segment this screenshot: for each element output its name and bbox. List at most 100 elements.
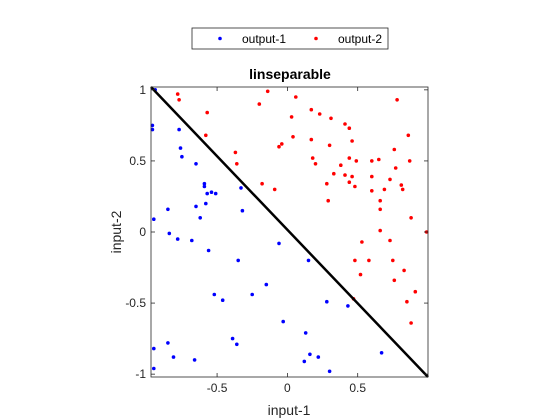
point-output-2-56 bbox=[391, 258, 395, 263]
point-output-2-2 bbox=[205, 110, 209, 115]
point-output-2-43 bbox=[392, 147, 397, 152]
y-tick-label-1: -0.5 bbox=[125, 296, 146, 310]
point-output-2-36 bbox=[377, 157, 381, 162]
point-output-2-3 bbox=[204, 133, 208, 138]
data-marks bbox=[150, 88, 429, 374]
point-output-2-46 bbox=[400, 187, 405, 192]
point-output-1-4 bbox=[178, 146, 183, 150]
point-output-1-26 bbox=[250, 292, 254, 297]
point-output-2-63 bbox=[409, 321, 413, 325]
point-output-2-17 bbox=[310, 156, 315, 160]
point-output-1-38 bbox=[281, 319, 286, 324]
point-output-2-41 bbox=[382, 187, 387, 192]
point-output-2-4 bbox=[233, 150, 238, 155]
point-output-2-35 bbox=[370, 159, 374, 163]
x-tick-label-0: -0.5 bbox=[207, 381, 228, 395]
point-output-1-42 bbox=[316, 355, 321, 359]
point-output-2-61 bbox=[405, 299, 409, 304]
point-output-2-13 bbox=[277, 144, 281, 149]
plot-area: -0.5 0 0.5 -1 -0.5 0 0.5 1 bbox=[125, 83, 429, 395]
point-output-2-54 bbox=[353, 258, 357, 263]
chart-title: linseparable bbox=[249, 66, 331, 82]
x-tick-label-1: 0 bbox=[284, 381, 291, 395]
point-output-1-13 bbox=[198, 216, 202, 220]
point-output-1-32 bbox=[235, 342, 239, 347]
point-output-1-34 bbox=[152, 366, 156, 371]
point-output-2-27 bbox=[354, 159, 359, 163]
point-output-2-8 bbox=[260, 181, 264, 186]
point-output-2-24 bbox=[350, 139, 354, 143]
point-output-1-37 bbox=[325, 299, 329, 304]
point-output-2-44 bbox=[393, 166, 398, 170]
point-output-2-14 bbox=[280, 142, 284, 146]
point-output-1-31 bbox=[230, 336, 235, 341]
point-output-1-20 bbox=[175, 237, 180, 241]
point-output-2-58 bbox=[392, 278, 397, 283]
point-output-1-24 bbox=[212, 292, 217, 297]
point-output-1-29 bbox=[171, 355, 176, 359]
point-output-1-15 bbox=[239, 186, 243, 190]
point-output-1-5 bbox=[180, 154, 184, 159]
point-output-1-12 bbox=[194, 204, 198, 209]
point-output-2-26 bbox=[339, 163, 343, 167]
point-output-2-19 bbox=[313, 162, 318, 166]
point-output-1-18 bbox=[152, 217, 156, 221]
point-output-2-6 bbox=[257, 102, 262, 106]
point-output-2-32 bbox=[326, 198, 331, 203]
point-output-2-34 bbox=[353, 184, 357, 189]
decision-boundary-line bbox=[150, 86, 429, 378]
x-tick-label-2: 0.5 bbox=[349, 381, 366, 395]
point-output-2-5 bbox=[235, 162, 239, 166]
legend-marker-output-1 bbox=[218, 36, 222, 41]
point-output-2-49 bbox=[407, 159, 412, 163]
point-output-2-59 bbox=[358, 272, 363, 277]
point-output-2-16 bbox=[289, 115, 294, 119]
axes-box bbox=[150, 86, 429, 378]
point-output-2-12 bbox=[317, 112, 322, 116]
point-output-2-23 bbox=[347, 126, 352, 130]
point-output-1-7 bbox=[202, 181, 207, 186]
point-output-1-41 bbox=[308, 352, 312, 357]
point-output-1-28 bbox=[166, 341, 170, 345]
point-output-1-40 bbox=[302, 359, 307, 364]
point-output-2-37 bbox=[370, 174, 374, 179]
point-output-1-21 bbox=[190, 238, 194, 243]
point-output-1-11 bbox=[213, 191, 218, 196]
point-output-1-25 bbox=[220, 298, 225, 303]
point-output-1-36 bbox=[306, 258, 311, 263]
point-output-1-39 bbox=[303, 331, 308, 335]
point-output-2-7 bbox=[265, 89, 270, 94]
point-output-2-20 bbox=[327, 143, 332, 148]
point-output-2-40 bbox=[378, 207, 383, 212]
point-output-1-2 bbox=[150, 127, 155, 132]
point-output-1-43 bbox=[327, 369, 332, 374]
point-output-1-16 bbox=[240, 208, 245, 213]
point-output-1-44 bbox=[346, 304, 350, 308]
point-output-1-33 bbox=[152, 346, 156, 351]
point-output-2-39 bbox=[378, 198, 383, 203]
point-output-1-45 bbox=[379, 351, 384, 355]
point-output-1-17 bbox=[166, 207, 170, 212]
y-tick-label-0: -1 bbox=[135, 367, 146, 381]
point-output-1-19 bbox=[167, 231, 172, 236]
point-output-2-25 bbox=[347, 156, 352, 160]
point-output-2-42 bbox=[388, 177, 392, 182]
y-axis-label: input-2 bbox=[108, 210, 124, 253]
legend-label-output-2: output-2 bbox=[338, 32, 382, 46]
point-output-1-35 bbox=[277, 241, 281, 246]
point-output-1-30 bbox=[192, 358, 197, 362]
point-output-2-52 bbox=[360, 240, 364, 244]
point-output-2-57 bbox=[402, 268, 406, 273]
point-output-2-53 bbox=[388, 238, 392, 243]
point-output-2-21 bbox=[329, 116, 333, 121]
point-output-1-27 bbox=[264, 282, 269, 287]
point-output-2-47 bbox=[395, 98, 399, 102]
point-output-1-22 bbox=[206, 248, 211, 253]
point-output-1-3 bbox=[177, 127, 181, 132]
y-tick-label-4: 1 bbox=[139, 83, 146, 97]
legend-box bbox=[191, 27, 389, 50]
point-output-2-15 bbox=[291, 135, 295, 139]
point-output-1-10 bbox=[209, 190, 214, 194]
point-output-2-30 bbox=[332, 171, 336, 176]
point-output-2-62 bbox=[413, 289, 418, 294]
